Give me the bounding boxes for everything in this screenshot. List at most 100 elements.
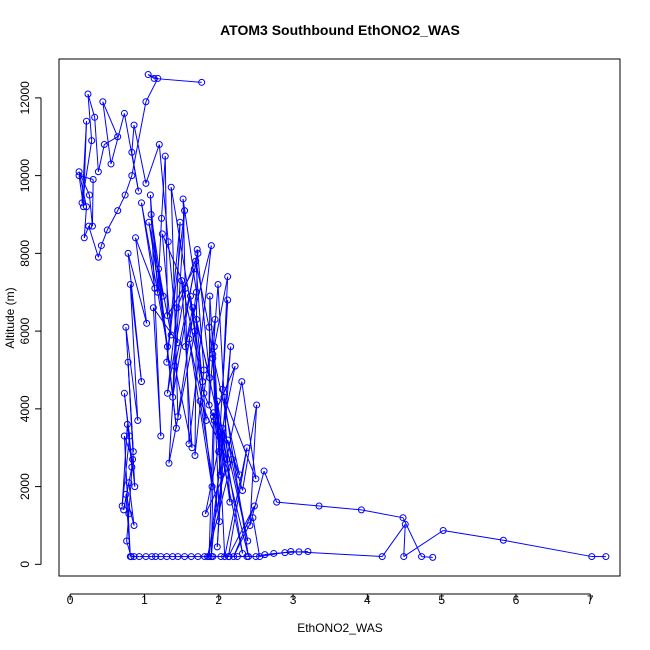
data-point: [78, 199, 86, 207]
data-point: [223, 455, 231, 463]
data-point: [261, 551, 269, 559]
data-point: [84, 90, 92, 98]
connector-line: [147, 74, 155, 79]
data-point: [208, 483, 216, 491]
data-point: [120, 389, 128, 397]
data-point: [218, 424, 226, 432]
connector-line: [87, 93, 93, 141]
data-point: [107, 160, 115, 168]
data-point: [167, 183, 175, 191]
data-point: [236, 471, 244, 479]
data-point: [161, 152, 169, 160]
connector-line: [131, 101, 147, 176]
connector-line: [213, 276, 229, 347]
data-point: [124, 358, 132, 366]
data-point: [88, 137, 96, 145]
connector-line: [166, 210, 186, 363]
data-point: [94, 253, 102, 261]
connector-line: [78, 171, 90, 196]
data-point: [210, 343, 218, 351]
data-point: [128, 463, 136, 471]
connector-line: [94, 117, 99, 172]
connector-line: [203, 393, 215, 417]
y-tick-label: 10000: [18, 159, 32, 193]
connector-line: [97, 144, 105, 172]
data-point: [155, 141, 163, 149]
data-point: [418, 553, 426, 561]
data-point: [125, 510, 133, 518]
data-point: [205, 323, 213, 331]
connector-line: [152, 307, 162, 437]
data-point: [137, 378, 145, 386]
connector-line: [148, 222, 168, 347]
connector-line: [126, 513, 130, 542]
connector-line: [216, 400, 244, 554]
data-point: [233, 553, 241, 561]
connector-line: [208, 327, 221, 433]
connector-line: [224, 447, 248, 557]
data-point: [142, 179, 150, 187]
data-point: [185, 335, 193, 343]
data-point: [89, 176, 97, 184]
connector-line: [78, 175, 85, 207]
data-point: [126, 432, 134, 440]
x-axis-label: EthONO2_WAS: [297, 621, 383, 635]
connector-line: [145, 78, 159, 102]
data-series: [127, 548, 312, 561]
connector-line: [195, 261, 210, 328]
connector-line: [150, 214, 164, 297]
connector-line: [104, 136, 118, 145]
data-point: [132, 234, 140, 242]
connector-line: [273, 552, 285, 554]
data-point: [128, 148, 136, 156]
data-point: [243, 553, 251, 561]
data-point: [315, 502, 323, 510]
data-point: [94, 168, 102, 176]
plot-frame: [58, 58, 621, 577]
data-point: [224, 273, 232, 281]
data-point: [125, 479, 133, 487]
connector-line: [361, 509, 404, 519]
connector-line: [221, 428, 249, 542]
connector-line: [403, 524, 406, 557]
connector-line: [249, 404, 258, 526]
data-point: [226, 498, 234, 506]
data-point: [122, 323, 130, 331]
connector-line: [421, 556, 433, 558]
data-point: [196, 397, 204, 405]
connector-line: [123, 393, 131, 437]
data-point: [85, 191, 93, 199]
connector-line: [172, 222, 181, 398]
data-point: [145, 218, 153, 226]
data-point: [120, 109, 128, 117]
data-point: [281, 549, 289, 557]
data-point: [82, 117, 90, 125]
data-point: [80, 203, 88, 211]
connector-line: [140, 202, 168, 347]
connector-line: [242, 404, 258, 491]
connector-line: [110, 113, 125, 165]
data-point: [120, 506, 128, 514]
data-point: [82, 203, 90, 211]
connector-line: [126, 424, 133, 468]
data-point: [188, 444, 196, 452]
connector-line: [123, 113, 139, 192]
x-tick-label: 7: [587, 593, 594, 607]
data-point: [103, 226, 111, 234]
data-point: [239, 486, 247, 494]
data-point: [193, 245, 201, 253]
data-point: [150, 74, 158, 82]
data-point: [167, 331, 175, 339]
data-point: [163, 358, 171, 366]
connector-line: [195, 319, 228, 460]
connector-line: [219, 432, 231, 503]
connector-line: [174, 253, 199, 367]
data-series: [118, 199, 437, 561]
data-point: [209, 350, 217, 358]
data-point: [144, 71, 152, 79]
connector-line: [135, 237, 156, 289]
connector-line: [443, 530, 504, 541]
data-point: [202, 417, 210, 425]
connector-line: [123, 435, 134, 460]
data-point: [304, 548, 312, 556]
